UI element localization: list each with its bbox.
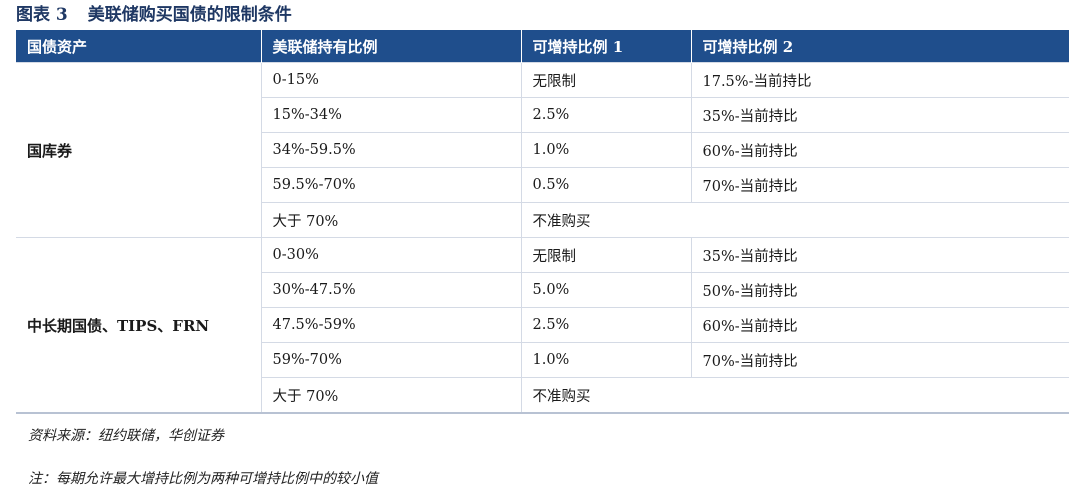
ratio1-cell: 1.0% [521, 342, 692, 378]
figure-title: 图表 3 美联储购买国债的限制条件 [16, 2, 292, 28]
figure-number: 图表 3 [16, 5, 68, 25]
holding-cell: 59%-70% [261, 342, 522, 378]
ratio2-cell: 60%-当前持比 [691, 132, 1069, 168]
ratio2-cell: 17.5%-当前持比 [691, 62, 1069, 98]
holding-cell: 59.5%-70% [261, 167, 522, 203]
table-header-row: 国债资产 美联储持有比例 可增持比例 1 可增持比例 2 [16, 30, 1069, 63]
ratio1-cell: 5.0% [521, 272, 692, 308]
asset-cell: 国库券 [16, 62, 262, 238]
holding-cell: 大于 70% [261, 202, 522, 238]
source-note: 资料来源：纽约联储，华创证券 [28, 428, 224, 444]
holding-cell: 大于 70% [261, 377, 522, 414]
table-row: 59%-70% 1.0% 70%-当前持比 [16, 342, 1069, 378]
ratio2-cell: 70%-当前持比 [691, 167, 1069, 203]
header-ratio-2: 可增持比例 2 [691, 30, 1069, 63]
purchase-limit-table: 国债资产 美联储持有比例 可增持比例 1 可增持比例 2 国库券 0-15% 无… [16, 30, 1069, 414]
holding-cell: 0-15% [261, 62, 522, 98]
no-purchase-cell: 不准购买 [521, 202, 1069, 238]
table-row: 47.5%-59% 2.5% 60%-当前持比 [16, 307, 1069, 343]
header-asset: 国债资产 [16, 30, 262, 63]
table-row: 15%-34% 2.5% 35%-当前持比 [16, 97, 1069, 133]
table-row: 大于 70% 不准购买 [16, 202, 1069, 238]
holding-cell: 30%-47.5% [261, 272, 522, 308]
ratio1-cell: 1.0% [521, 132, 692, 168]
ratio2-cell: 50%-当前持比 [691, 272, 1069, 308]
table-row: 中长期国债、TIPS、FRN 0-30% 无限制 35%-当前持比 [16, 237, 1069, 414]
ratio1-cell: 无限制 [521, 237, 692, 273]
holding-cell: 0-30% [261, 237, 522, 273]
ratio1-cell: 2.5% [521, 307, 692, 343]
no-purchase-cell: 不准购买 [521, 377, 1069, 414]
table-row: 国库券 0-15% 无限制 17.5%-当前持比 [16, 62, 1069, 238]
table-row: 59.5%-70% 0.5% 70%-当前持比 [16, 167, 1069, 203]
ratio1-cell: 0.5% [521, 167, 692, 203]
ratio2-cell: 35%-当前持比 [691, 97, 1069, 133]
holding-cell: 47.5%-59% [261, 307, 522, 343]
ratio2-cell: 35%-当前持比 [691, 237, 1069, 273]
figure-caption: 美联储购买国债的限制条件 [87, 5, 292, 25]
footnote: 注：每期允许最大增持比例为两种可增持比例中的较小值 [28, 471, 378, 487]
header-holding: 美联储持有比例 [261, 30, 522, 63]
table-row: 34%-59.5% 1.0% 60%-当前持比 [16, 132, 1069, 168]
holding-cell: 15%-34% [261, 97, 522, 133]
ratio1-cell: 无限制 [521, 62, 692, 98]
asset-cell: 中长期国债、TIPS、FRN [16, 237, 262, 414]
ratio2-cell: 70%-当前持比 [691, 342, 1069, 378]
header-ratio-1: 可增持比例 1 [521, 30, 692, 63]
table-row: 大于 70% 不准购买 [16, 377, 1069, 414]
ratio1-cell: 2.5% [521, 97, 692, 133]
table-row: 30%-47.5% 5.0% 50%-当前持比 [16, 272, 1069, 308]
ratio2-cell: 60%-当前持比 [691, 307, 1069, 343]
holding-cell: 34%-59.5% [261, 132, 522, 168]
